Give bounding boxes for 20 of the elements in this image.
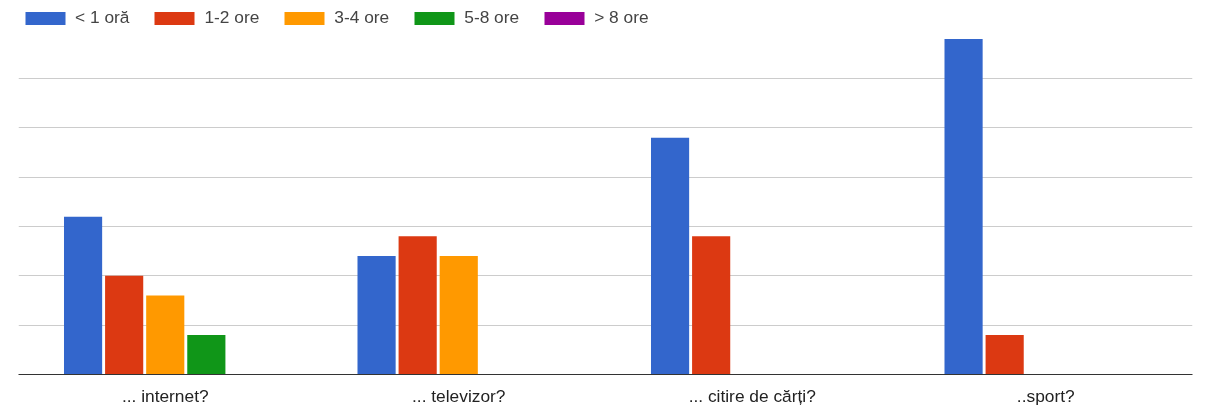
- x-tick-label: ... televizor?: [412, 385, 506, 406]
- x-tick-label: ..sport?: [1016, 385, 1075, 406]
- bar: [63, 216, 103, 375]
- bar: [985, 335, 1024, 375]
- bar: [650, 137, 690, 375]
- bar: [187, 335, 226, 375]
- legend-label: > 8 ore: [594, 7, 649, 28]
- x-tick-label: ... citire de cărți?: [688, 385, 816, 406]
- bar: [146, 295, 185, 375]
- bar: [398, 236, 437, 375]
- bar: [692, 236, 731, 375]
- bar: [357, 256, 396, 375]
- legend-label: < 1 oră: [75, 7, 130, 28]
- bar: [105, 275, 144, 375]
- legend-label: 3-4 ore: [334, 7, 390, 28]
- bar: [439, 256, 478, 375]
- x-tick-label: ... internet?: [121, 385, 209, 406]
- legend-label: 1-2 ore: [204, 7, 260, 28]
- legend-label: 5-8 ore: [464, 7, 520, 28]
- bar: [944, 39, 983, 375]
